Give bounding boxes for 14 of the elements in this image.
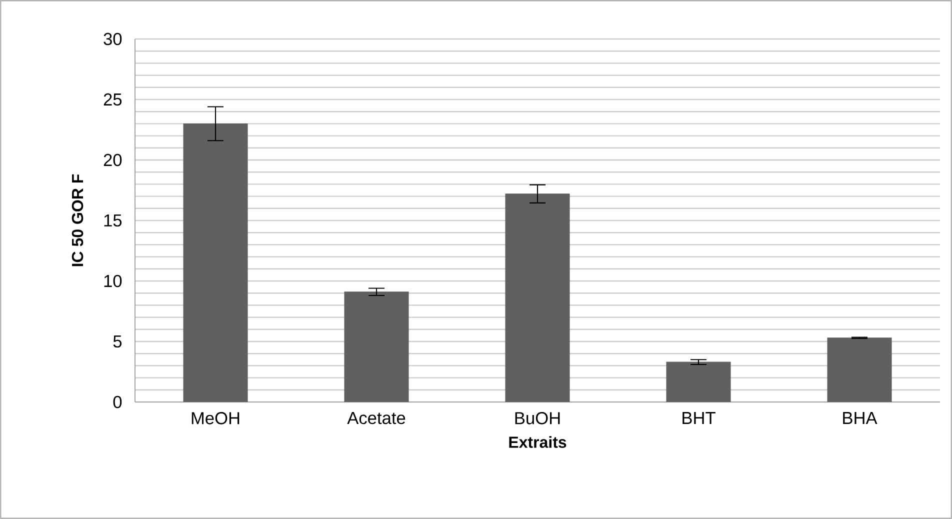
- x-tick-label: Acetate: [347, 412, 406, 424]
- y-axis-title: IC 50 GOR F: [72, 174, 84, 266]
- y-tick-label: 25: [104, 93, 122, 106]
- y-tick-label: 15: [104, 214, 122, 227]
- y-tick-label: 10: [104, 274, 122, 288]
- x-tick-label: BHA: [843, 412, 878, 424]
- y-tick-label: 0: [113, 396, 122, 408]
- y-tick-label: 20: [104, 154, 122, 166]
- y-tick-label: 5: [113, 335, 122, 348]
- x-axis-title: Extraits: [509, 436, 566, 448]
- x-tick-label: MeOH: [192, 412, 240, 424]
- x-tick-label: BHT: [682, 412, 716, 424]
- y-tick-label: 30: [104, 32, 122, 46]
- x-tick-label: BuOH: [515, 412, 560, 424]
